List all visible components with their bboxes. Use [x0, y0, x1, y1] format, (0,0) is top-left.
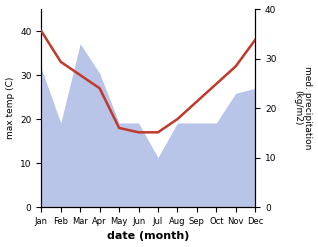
X-axis label: date (month): date (month): [107, 231, 190, 242]
Y-axis label: max temp (C): max temp (C): [5, 77, 15, 139]
Y-axis label: med. precipitation
(kg/m2): med. precipitation (kg/m2): [293, 66, 313, 150]
